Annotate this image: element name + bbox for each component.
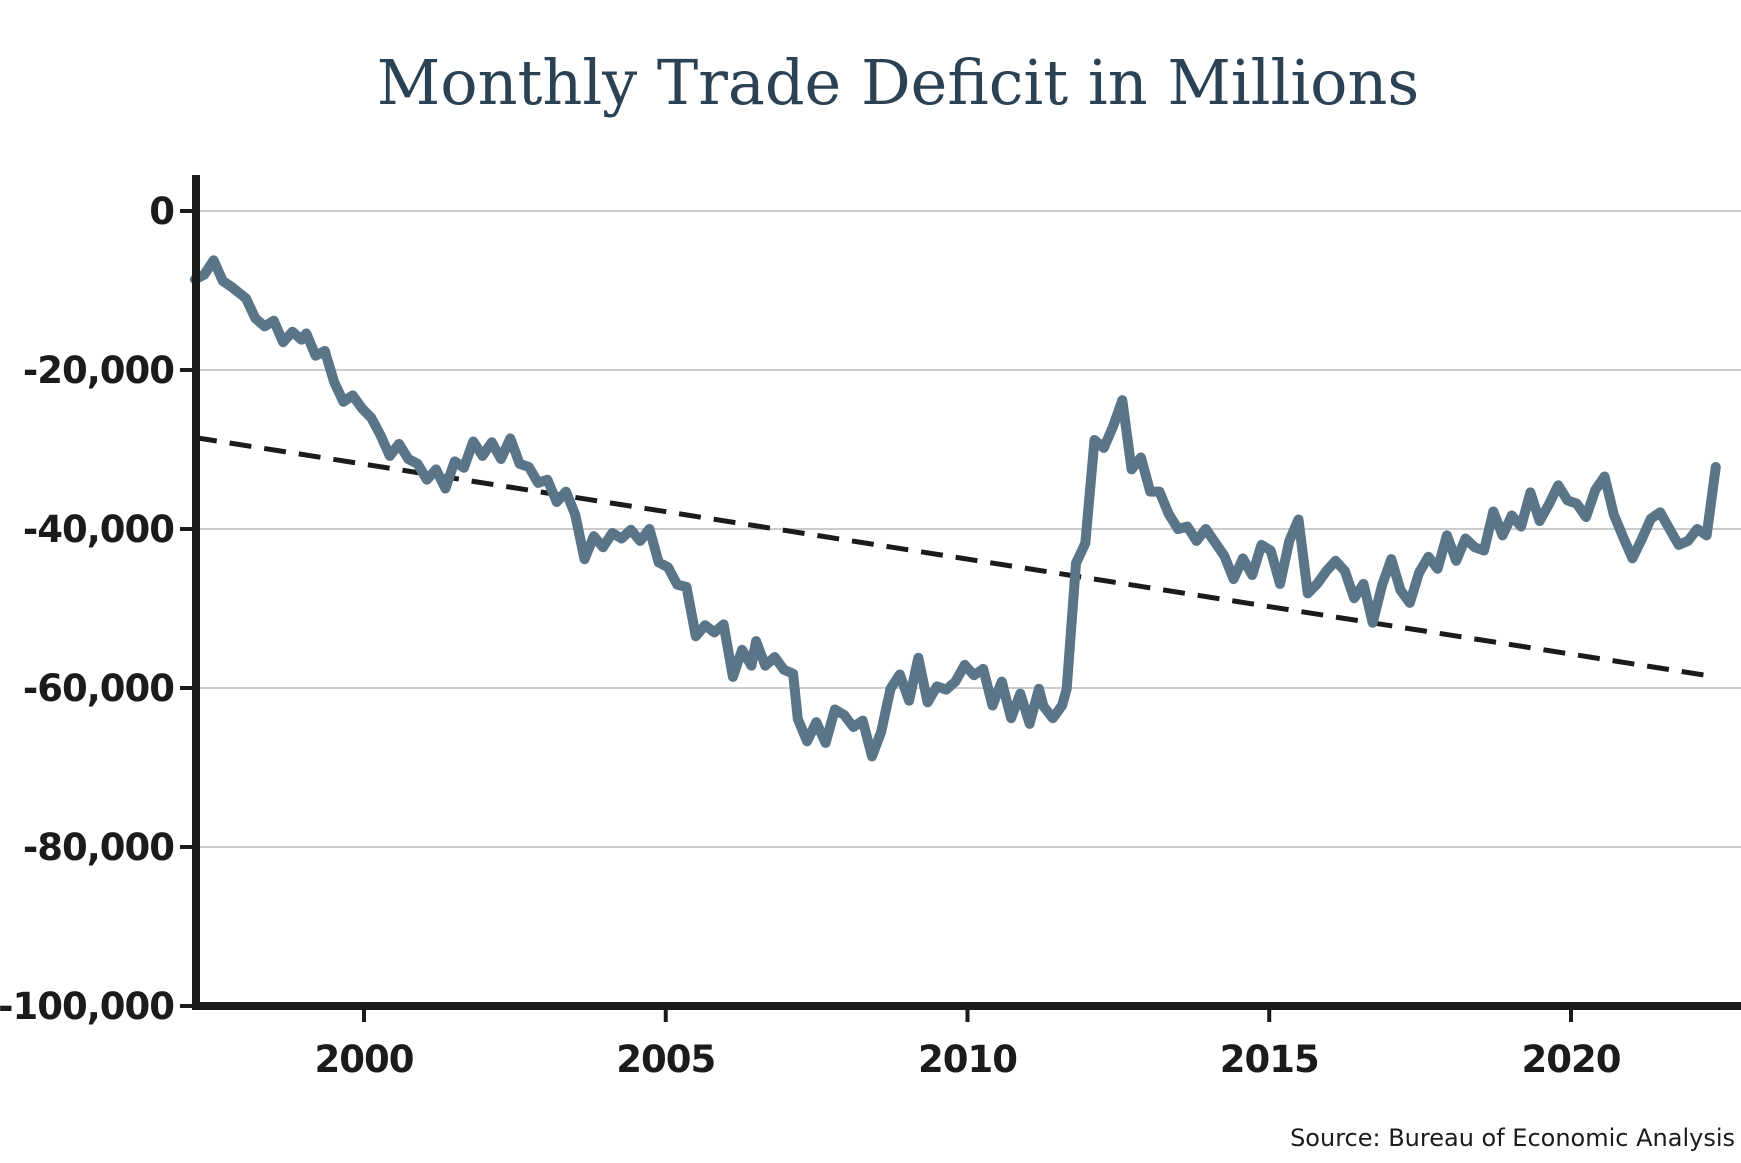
source-note: Source: Bureau of Economic Analysis	[1290, 1124, 1735, 1152]
x-tick-label: 2010	[918, 1038, 1017, 1081]
x-tick-label: 2020	[1522, 1038, 1621, 1081]
y-tick-label: -20,000	[23, 349, 174, 392]
y-tick-label: -60,000	[23, 667, 174, 710]
x-axis-ticks: 2000 2005 2010 2015 2020	[315, 1006, 1621, 1081]
series-line-trade-deficit	[190, 255, 1721, 762]
chart-title: Monthly Trade Deficit in Millions	[377, 46, 1419, 119]
gridlines	[196, 210, 1741, 848]
x-tick-label: 2000	[315, 1038, 414, 1081]
y-tick-label: -100,000	[0, 985, 174, 1028]
x-tick-label: 2005	[616, 1038, 715, 1081]
x-tick-label: 2015	[1220, 1038, 1319, 1081]
y-tick-label: 0	[149, 190, 174, 233]
y-tick-label: -80,000	[23, 826, 174, 869]
y-tick-label: -40,000	[23, 508, 174, 551]
y-axis-ticks: 0 -20,000 -40,000 -60,000 -80,000 -100,000	[0, 190, 196, 1028]
